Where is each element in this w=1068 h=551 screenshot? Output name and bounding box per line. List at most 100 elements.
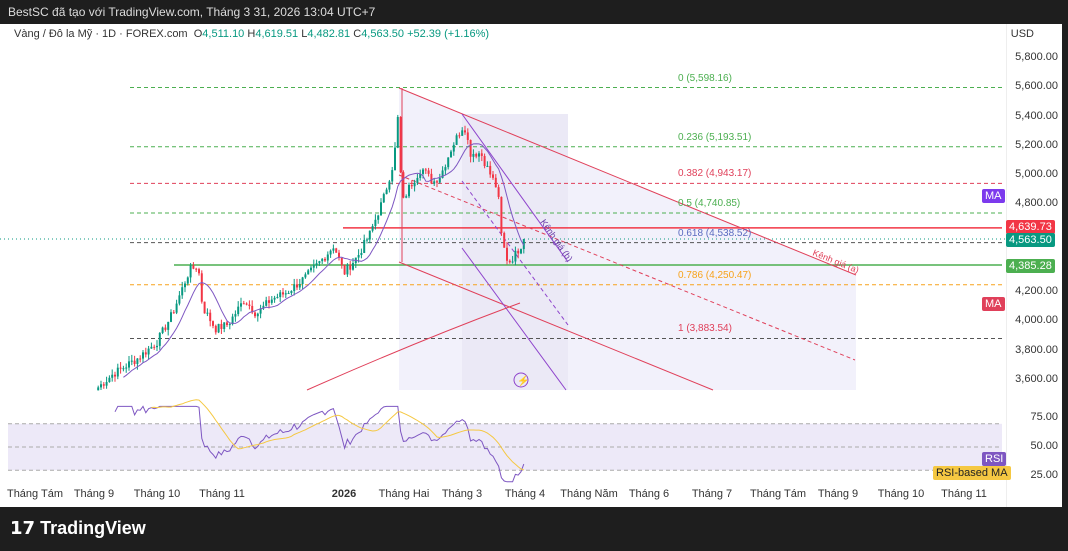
symbol-name[interactable]: Vàng / Đô la Mỹ · 1D · FOREX.com	[14, 28, 188, 40]
candle-body	[335, 248, 338, 253]
candle-body	[455, 135, 458, 145]
candle-body	[318, 261, 321, 264]
candle-body	[380, 202, 382, 216]
candle-body	[259, 308, 262, 314]
candle-body	[332, 248, 335, 251]
candle-body	[338, 252, 340, 258]
candle-body	[506, 247, 508, 261]
candle-body	[301, 277, 304, 285]
candle-body	[310, 267, 312, 271]
time-tick: Tháng 7	[691, 488, 733, 500]
candle-body	[226, 322, 228, 326]
candle-body	[340, 257, 343, 266]
candle-body	[503, 232, 506, 248]
fib-label: 0.5 (4,740.85)	[678, 198, 741, 209]
change-value: +52.39 (+1.16%)	[407, 28, 490, 40]
channel-b-bottom	[461, 247, 567, 391]
low-label: L	[301, 28, 308, 40]
channel-a-mid	[398, 174, 856, 361]
candle-body	[108, 377, 111, 383]
price-tick: 5,200.00	[1015, 138, 1058, 151]
rsi-ma-line	[151, 399, 524, 471]
candle-body	[228, 324, 231, 326]
candle-body	[494, 177, 497, 188]
price-tick: 5,400.00	[1015, 109, 1058, 122]
green-level-tag: 4,385.28	[1006, 259, 1055, 273]
candle-body	[419, 173, 422, 178]
candle-body	[284, 293, 287, 295]
candle-body	[130, 360, 133, 362]
last-price-tag: 4,563.50	[1006, 233, 1055, 247]
candle-body	[184, 283, 186, 288]
fib-label: 0.786 (4,250.47)	[678, 270, 752, 281]
candle-body	[242, 303, 245, 305]
candle-body	[273, 297, 276, 300]
lightning-icon	[513, 372, 529, 388]
price-tick: 5,600.00	[1015, 80, 1058, 93]
time-tick: 2026	[331, 488, 357, 500]
brand-name: TradingView	[40, 518, 146, 538]
candle-body	[366, 239, 368, 241]
ma-tag-purple: MA	[982, 189, 1005, 203]
candle-body	[105, 382, 108, 386]
candle-body	[464, 130, 466, 133]
ma-tag-red: MA	[982, 297, 1005, 311]
candle-body	[276, 297, 279, 299]
price-tick: 4,000.00	[1015, 314, 1058, 327]
time-tick: Tháng 9	[73, 488, 115, 500]
ma-long-line	[306, 302, 521, 391]
candle-body	[100, 384, 102, 388]
candle-body	[234, 314, 237, 317]
candle-body	[262, 305, 265, 309]
candle-body	[217, 323, 220, 333]
time-tick: Tháng 9	[817, 488, 859, 500]
fib-label: 0 (5,598.16)	[678, 73, 732, 84]
candle-body	[360, 252, 363, 256]
candle-body	[164, 327, 167, 330]
candle-body	[489, 165, 492, 175]
candle-body	[346, 264, 349, 275]
candle-body	[377, 215, 380, 220]
candle-body	[480, 153, 483, 156]
ma-line	[123, 143, 525, 378]
high-label: H	[247, 28, 256, 40]
fib-label: 0.618 (4,538.52)	[678, 228, 752, 239]
candle-body	[514, 250, 517, 262]
candle-body	[324, 258, 326, 261]
caption: BestSC đã tạo với TradingView.com, Tháng…	[8, 5, 376, 19]
candle-body	[119, 367, 122, 369]
candle-body	[172, 312, 175, 314]
candle-body	[522, 238, 525, 250]
candle-body	[133, 360, 136, 364]
candle-body	[315, 263, 318, 266]
candle-body	[304, 274, 307, 278]
candle-body	[156, 345, 158, 348]
candle-body	[293, 284, 296, 292]
candle-body	[122, 368, 125, 370]
candle-body	[111, 374, 114, 378]
time-tick: Tháng Hai	[378, 488, 430, 500]
price-tick: 3,600.00	[1015, 372, 1058, 385]
tradingview-logo: 𝟭𝟳 TradingView	[10, 518, 146, 539]
candle-body	[150, 346, 153, 349]
candle-body	[444, 167, 447, 171]
candle-body	[192, 265, 195, 269]
candle-body	[178, 295, 181, 304]
candle-body	[469, 139, 472, 157]
candle-body	[195, 268, 198, 270]
time-tick: Tháng 3	[441, 488, 483, 500]
candle-body	[394, 147, 396, 171]
candle-body	[326, 254, 329, 261]
channel-b-mid	[461, 180, 569, 326]
candle-body	[483, 155, 486, 167]
candle-body	[231, 316, 234, 325]
candle-body	[382, 194, 385, 203]
fib-label: 0.236 (5,193.51)	[678, 132, 752, 143]
price-tick: 4,200.00	[1015, 285, 1058, 298]
candle-body	[279, 292, 282, 298]
symbol-legend: Vàng / Đô la Mỹ · 1D · FOREX.com O4,511.…	[14, 28, 489, 40]
candle-body	[312, 265, 315, 268]
candle-body	[270, 299, 273, 303]
candle-body	[363, 239, 366, 253]
